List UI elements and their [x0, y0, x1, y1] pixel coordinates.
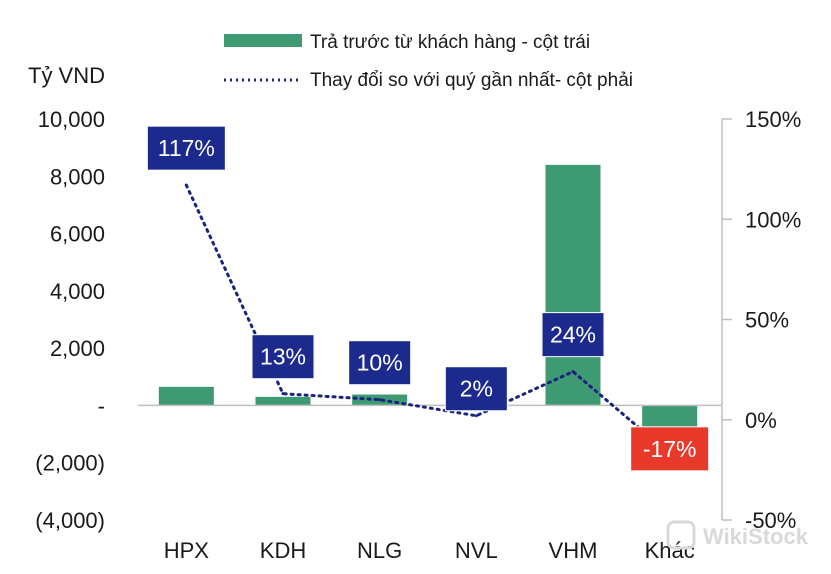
right-tick-label: -50%: [745, 508, 796, 533]
change-badge-HPX: 117%: [146, 125, 226, 171]
right-tick-label: 0%: [745, 408, 777, 433]
left-tick-label: (4,000): [35, 508, 105, 533]
change-badge-box: [251, 334, 315, 380]
legend-bar-label: Trả trước từ khách hàng - cột trái: [310, 32, 590, 53]
left-tick-label: -: [98, 393, 105, 418]
bar-series: [158, 164, 698, 469]
change-badge-box: [444, 366, 508, 412]
category-labels: HPX KDH NLG NVL VHM Khác: [164, 538, 695, 563]
change-point-VHM: [571, 370, 575, 374]
category-label: VHM: [549, 538, 598, 563]
category-label: KDH: [260, 538, 306, 563]
change-badge-label: -17%: [643, 436, 697, 462]
left-axis: 10,000 8,000 6,000 4,000 2,000 - (2,000) (4,000…: [35, 107, 105, 533]
legend: Trả trước từ khách hàng - cột trái Thay …: [224, 32, 633, 91]
bar-HPX: [158, 386, 214, 406]
change-badge-label: 2%: [460, 376, 493, 402]
bar-VHM: [545, 164, 601, 406]
left-tick-label: (2,000): [35, 451, 105, 476]
change-badge-box: [541, 312, 605, 358]
legend-bar-swatch: [224, 34, 302, 47]
change-badge-NLG: 10%: [348, 340, 412, 386]
right-axis: 150% 100% 50% 0% -50%: [721, 107, 801, 533]
category-label: Khác: [645, 538, 695, 563]
category-label: NVL: [455, 538, 498, 563]
left-tick-label: 4,000: [50, 279, 105, 304]
y-axis-unit-label: Tỷ VND: [28, 63, 105, 88]
change-badge-box: [348, 340, 412, 386]
left-tick-label: 2,000: [50, 336, 105, 361]
left-tick-label: 10,000: [38, 107, 105, 132]
change-badge-label: 117%: [158, 135, 215, 161]
change-point-HPX: [184, 183, 188, 187]
change-badge-label: 10%: [357, 350, 403, 376]
change-badge-KDH: 13%: [251, 334, 315, 380]
right-tick-label: 50%: [745, 308, 789, 333]
change-badge-NVL: 2%: [444, 366, 508, 412]
right-tick-label: 150%: [745, 107, 801, 132]
left-tick-label: 6,000: [50, 222, 105, 247]
change-point-NVL: [474, 414, 478, 418]
category-label: HPX: [164, 538, 210, 563]
change-labels: 117% 13% 10% 2% 24% -17%: [146, 125, 710, 472]
bar-KDH: [255, 396, 311, 406]
wikistock-logo-icon: [666, 520, 696, 550]
watermark-text: WikiStock: [703, 524, 809, 549]
change-badge-Khác: -17%: [630, 426, 710, 472]
change-badge-box: [630, 426, 710, 472]
change-badge-label: 24%: [550, 322, 596, 348]
change-point-NLG: [378, 398, 382, 402]
change-badge-label: 13%: [260, 344, 306, 370]
category-label: NLG: [357, 538, 402, 563]
change-point-KDH: [281, 392, 285, 396]
watermark: WikiStock: [666, 520, 809, 550]
right-tick-label: 100%: [745, 207, 801, 232]
left-tick-label: 8,000: [50, 164, 105, 189]
change-badge-VHM: 24%: [541, 312, 605, 358]
change-badge-box: [146, 125, 226, 171]
legend-line-label: Thay đổi so với quý gần nhất- cột phải: [310, 70, 633, 91]
